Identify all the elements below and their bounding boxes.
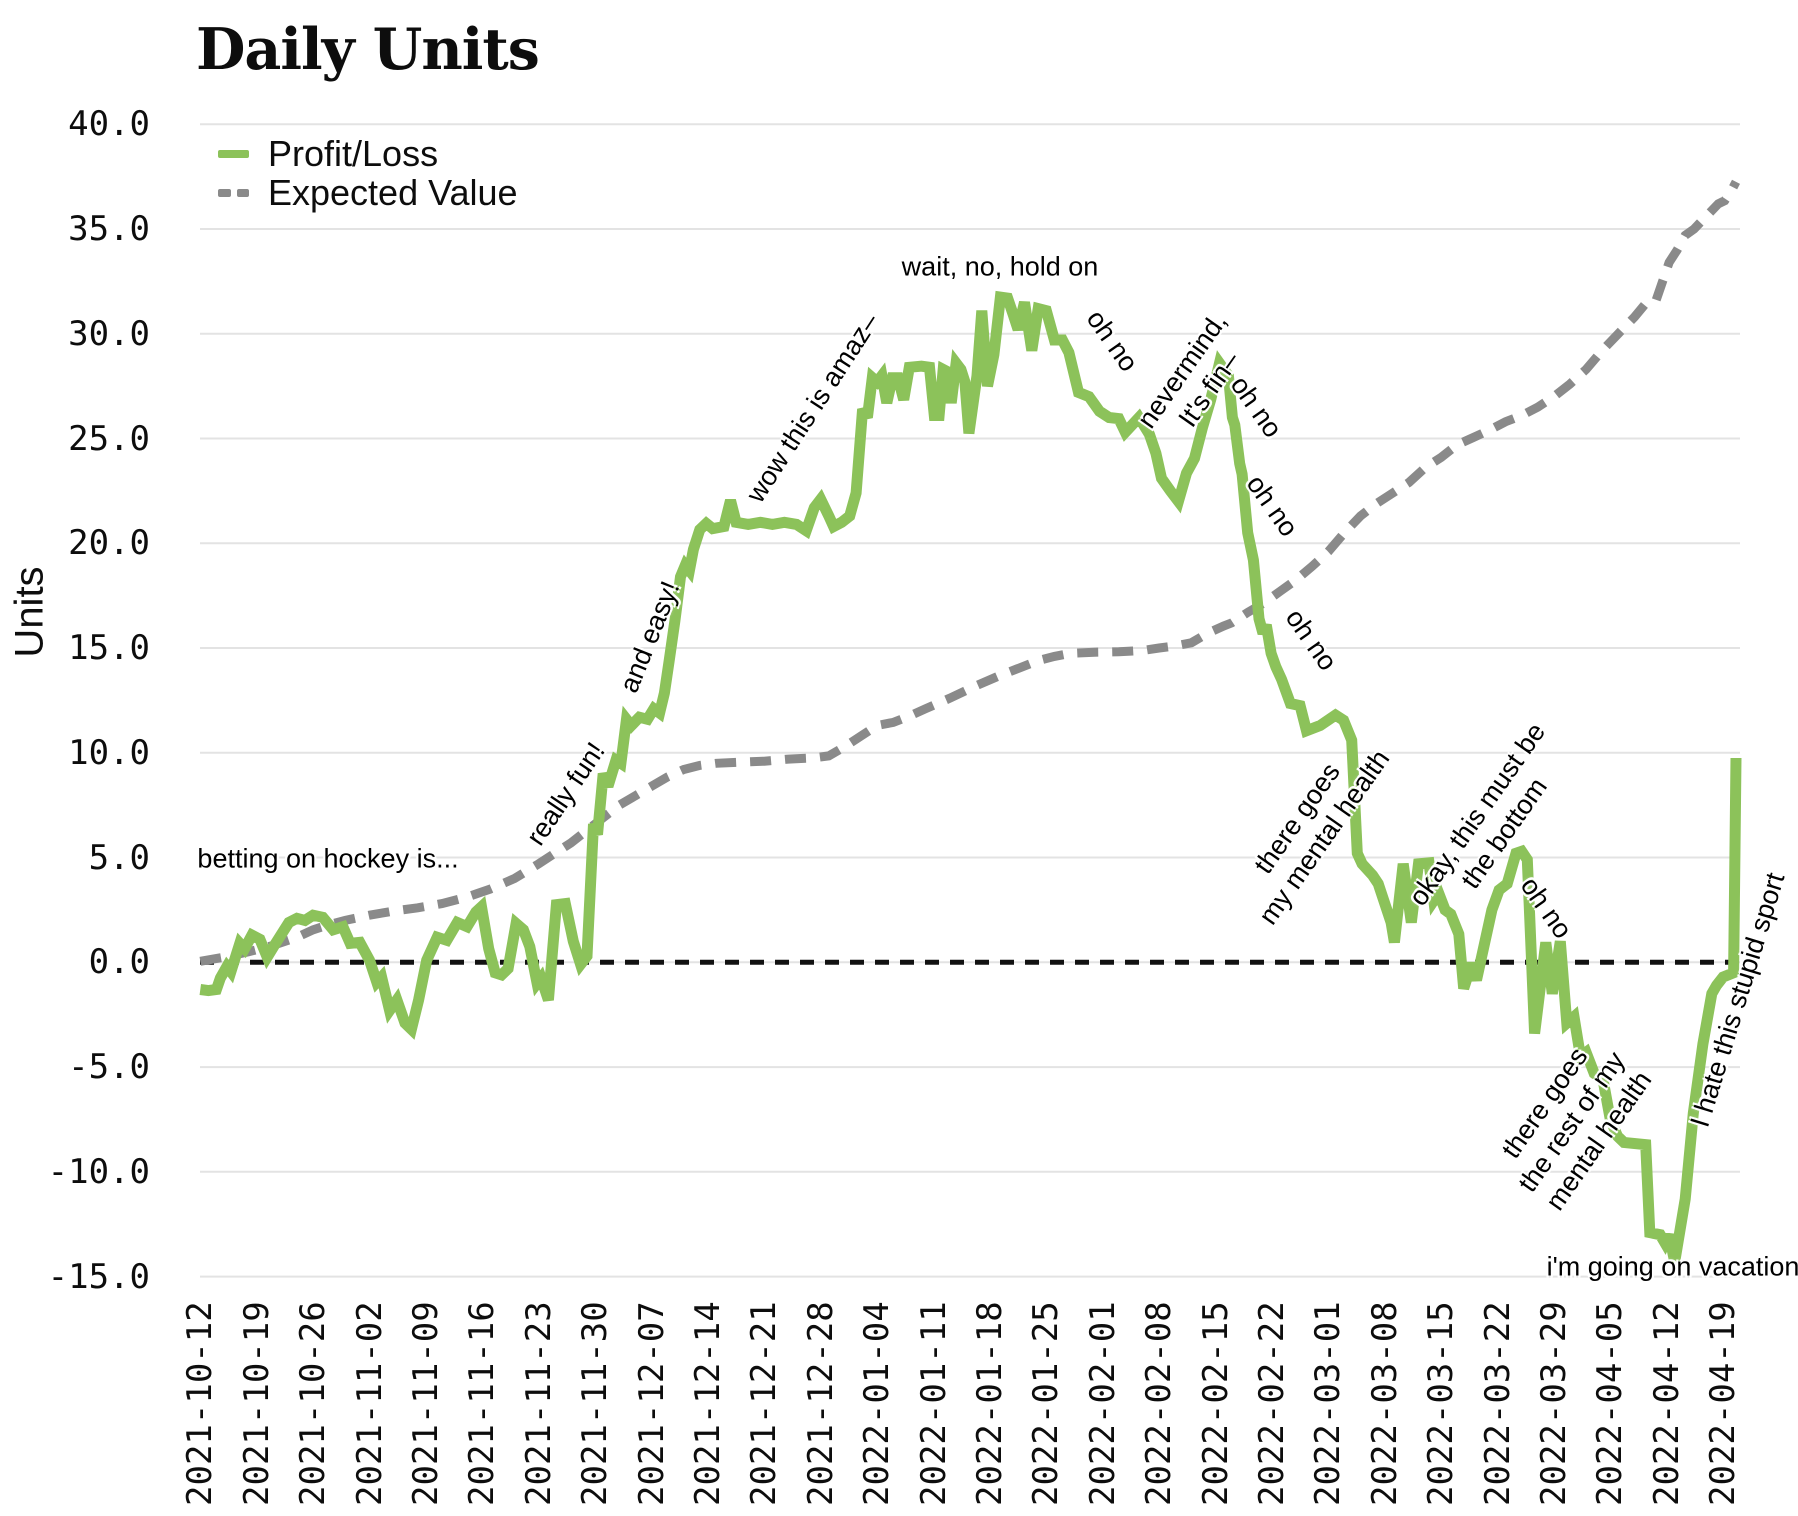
annotation-text: I hate this stupid sport [1684,869,1791,1131]
x-tick-label: 2022-02-22 [1251,1301,1292,1506]
x-tick-label: 2022-02-15 [1195,1301,1236,1506]
x-tick-label: 2021-11-02 [349,1301,390,1506]
y-tick-label: 30.0 [68,313,150,354]
y-tick-label: 0.0 [88,942,150,983]
x-tick-label: 2022-04-05 [1590,1301,1631,1506]
x-tick-label: 2021-10-12 [180,1301,221,1506]
annotation-text: betting on hockey is... [197,843,459,874]
annotation-text: there goes my mental health [1248,744,1396,930]
x-tick-label: 2022-02-01 [1082,1301,1123,1506]
x-tick-label: 2022-01-11 [913,1301,954,1506]
annotation-text: wow this is amaz– [740,307,885,508]
x-tick-label: 2022-02-08 [1139,1301,1180,1506]
annotation-text: oh no [1279,603,1344,676]
x-tick-label: 2022-01-25 [1026,1301,1067,1506]
y-tick-label: 40.0 [68,104,150,145]
expected-value-line [199,179,1740,966]
y-tick-label: 10.0 [68,732,150,773]
annotation-text: i'm going on vacation [1546,1251,1798,1282]
x-tick-label: 2022-03-29 [1533,1301,1574,1506]
legend-item: Expected Value [218,173,518,213]
legend-label: Expected Value [268,172,518,213]
x-tick-label: 2022-04-12 [1646,1301,1687,1506]
annotation-text: oh no [1240,469,1305,542]
y-tick-label: 15.0 [68,628,150,669]
line-segment [218,150,249,158]
y-tick-label: 20.0 [68,523,150,564]
x-tick-label: 2022-03-15 [1421,1301,1462,1506]
x-tick-label: 2021-11-30 [575,1301,616,1506]
x-tick-label: 2021-12-07 [631,1301,672,1506]
y-tick-label: 35.0 [68,208,150,249]
legend-label: Profit/Loss [268,133,439,174]
x-tick-label: 2021-10-26 [293,1301,334,1506]
y-tick-label: 25.0 [68,418,150,459]
y-tick-label: 5.0 [88,837,150,878]
x-tick-label: 2021-12-21 [744,1301,785,1506]
annotation-text: really fun! [520,736,611,851]
x-tick-label: 2022-03-22 [1477,1301,1518,1506]
x-tick-label: 2021-11-23 [518,1301,559,1506]
dash-segment [237,189,249,197]
x-tick-label: 2021-12-28 [800,1301,841,1506]
annotation-text: and easy! [613,576,686,697]
y-tick-label: -10.0 [47,1151,150,1192]
profit-loss-line [199,290,1742,1264]
y-tick-label: -15.0 [47,1256,150,1297]
dashed-line-swatch-icon [218,189,249,197]
solid-line-swatch-icon [218,150,249,158]
annotation-text: oh no [1224,370,1289,443]
x-tick-label: 2022-03-01 [1308,1301,1349,1506]
x-tick-label: 2021-11-16 [462,1301,503,1506]
x-tick-label: 2022-01-04 [857,1301,898,1506]
legend-item: Profit/Loss [218,134,438,174]
chart-title: Daily Units [196,16,540,83]
x-tick-label: 2021-11-09 [405,1301,446,1506]
x-tick-label: 2021-10-19 [236,1301,277,1506]
x-tick-label: 2022-03-08 [1364,1301,1405,1506]
x-tick-label: 2022-04-19 [1703,1301,1744,1506]
dash-segment [218,189,231,197]
y-tick-label: -5.0 [68,1047,150,1088]
x-tick-label: 2022-01-18 [969,1301,1010,1506]
annotation-text: oh no [1080,304,1145,377]
annotation-text: wait, no, hold on [901,251,1099,282]
x-tick-label: 2021-12-14 [687,1301,728,1506]
annotation-text: there goes the rest of my mental health [1495,1041,1658,1216]
annotation-text: oh no [1514,871,1579,944]
